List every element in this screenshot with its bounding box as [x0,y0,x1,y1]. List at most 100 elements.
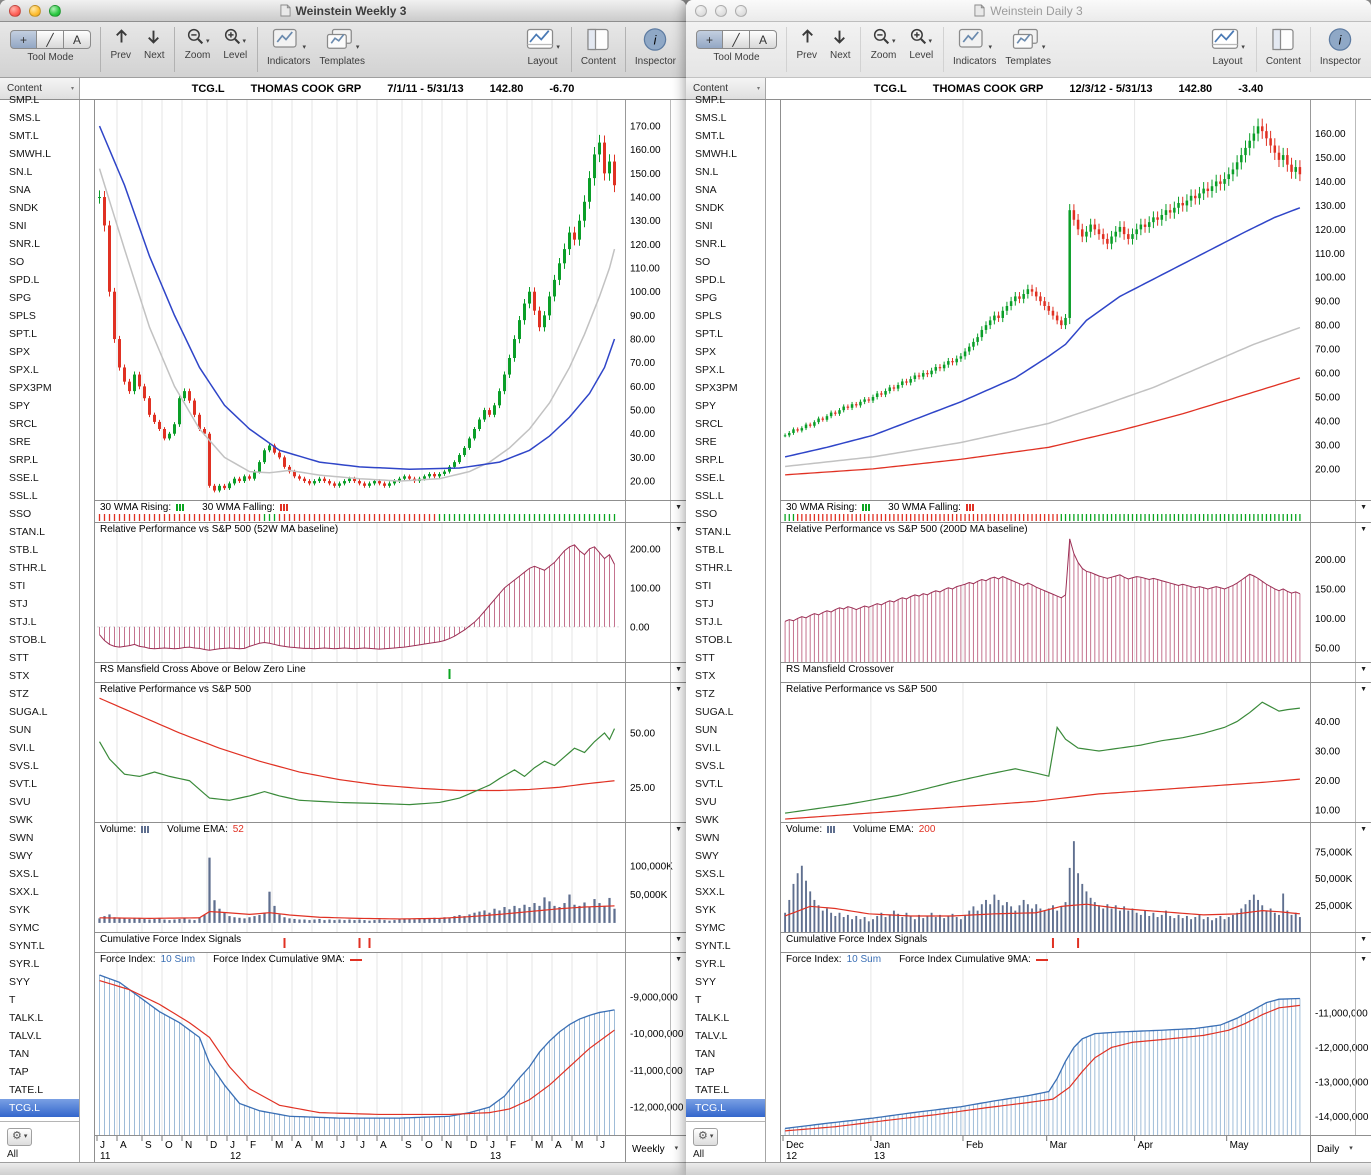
minimize-button[interactable] [715,5,727,17]
collapse-icon[interactable]: ▼ [675,956,682,963]
symbol-item[interactable]: STAN.L [9,526,45,538]
symbol-item[interactable]: SRCL [695,418,724,430]
symbol-item[interactable]: SMT.L [9,130,39,142]
zoom-in-button[interactable]: ▾ [907,26,935,47]
symbol-item[interactable]: STX [695,670,716,682]
symbol-item[interactable]: T [9,994,16,1006]
symbol-item[interactable]: STZ [9,688,29,700]
zoom-window-button[interactable] [49,5,61,17]
symbol-item[interactable]: SXS.L [9,868,39,880]
symbol-item[interactable]: STX [9,670,30,682]
symbol-item[interactable]: STZ [695,688,715,700]
symbol-item[interactable]: SPT.L [9,328,38,340]
rs-histogram-panel[interactable]: 200.00 150.00 100.00 50.00 Relative Perform… [781,523,1371,663]
symbol-item[interactable]: SMT.L [695,130,725,142]
symbol-item[interactable]: SWN [695,832,720,844]
symbol-item[interactable]: TCG.L [686,1099,765,1117]
symbol-item[interactable]: STOB.L [9,634,47,646]
symbol-item[interactable]: SSO [695,508,718,520]
volume-panel[interactable]: 75,000K 50,000K 25,000K Volume: Volume EMA:… [781,823,1371,933]
wma-signal-panel[interactable]: 30 WMA Rising: 30 WMA Falling: ▼ [95,501,686,523]
titlebar[interactable]: Weinstein Weekly 3 [0,0,686,22]
symbol-item[interactable]: SPD.L [695,274,726,286]
periodicity-selector[interactable]: Daily ▾ [1310,1136,1371,1162]
symbol-item[interactable]: STJ [695,598,714,610]
symbol-item[interactable]: TALK.L [695,1012,730,1024]
rs-histogram-panel[interactable]: 200.00 100.00 0.00 Relative Performance vs… [95,523,686,663]
symbol-item[interactable]: SRE [695,436,717,448]
pointer-tool-button[interactable]: + [696,30,723,49]
collapse-icon[interactable]: ▼ [675,666,682,673]
symbol-item[interactable]: SYK [9,904,31,916]
collapse-icon[interactable]: ▼ [675,526,682,533]
collapse-icon[interactable]: ▼ [1360,936,1367,943]
zoom-window-button[interactable] [735,5,747,17]
minimize-button[interactable] [29,5,41,17]
force-index-panel[interactable]: -11,000,000 -12,000,000 -13,000,000 -14,000… [781,953,1371,1136]
symbol-item[interactable]: SVI.L [9,742,35,754]
indicators-button[interactable]: ▾ [269,26,308,53]
symbol-item[interactable]: SWK [9,814,33,826]
titlebar[interactable]: Weinstein Daily 3 [686,0,1371,22]
symbol-item[interactable]: SPX3PM [695,382,738,394]
collapse-icon[interactable]: ▼ [1360,526,1367,533]
symbol-item[interactable]: SPT.L [695,328,724,340]
relative-performance-panel[interactable]: 50.00 25.00 Relative Performance vs S&P 5… [95,683,686,823]
symbol-item[interactable]: SPY [9,400,31,412]
zoom-out-button[interactable]: ▾ [184,26,212,47]
symbol-item[interactable]: SYY [9,976,31,988]
zoom-in-button[interactable]: ▾ [221,26,249,47]
symbol-item[interactable]: SVU [695,796,717,808]
force-index-panel[interactable]: -9,000,000 -10,000,000 -11,000,000 -12,000,… [95,953,686,1136]
symbol-item[interactable]: TATE.L [9,1084,44,1096]
symbol-item[interactable]: SNA [695,184,717,196]
symbol-item[interactable]: SSE.L [695,472,725,484]
symbol-item[interactable]: SYMC [695,922,726,934]
symbol-item[interactable]: SVS.L [695,760,725,772]
prev-button[interactable] [796,26,819,47]
symbol-item[interactable]: SYMC [9,922,40,934]
symbol-item[interactable]: SMWH.L [695,148,737,160]
symbol-item[interactable]: SUN [9,724,32,736]
symbol-item[interactable]: SYK [695,904,717,916]
symbol-item[interactable]: STHR.L [9,562,47,574]
symbol-item[interactable]: SSE.L [9,472,39,484]
layout-button[interactable]: ▾ [523,26,562,53]
close-button[interactable] [695,5,707,17]
symbol-item[interactable]: SMP.L [695,94,726,106]
mansfield-cross-panel[interactable]: RS Mansfield Cross Above or Below Zero L… [95,663,686,683]
symbol-item[interactable]: STAN.L [695,526,731,538]
symbol-item[interactable]: SO [9,256,25,268]
pointer-tool-button[interactable]: + [10,30,37,49]
symbol-item[interactable]: SN.L [695,166,719,178]
price-chart-panel[interactable]: 170.00 160.00 150.00 140.00 130.00 120.00 110.… [95,100,686,501]
symbol-item[interactable]: SPX [9,346,31,358]
symbol-item[interactable]: SYR.L [9,958,40,970]
collapse-icon[interactable]: ▼ [675,686,682,693]
templates-button[interactable]: ▾ [1009,26,1048,53]
content-panel-header[interactable]: Content ▾ [686,78,766,99]
symbol-item[interactable]: SPX.L [9,364,39,376]
periodicity-selector[interactable]: Weekly ▾ [625,1136,686,1162]
symbol-item[interactable]: SPX [695,346,717,358]
symbol-item[interactable]: SXS.L [695,868,725,880]
symbol-item[interactable]: STOB.L [695,634,733,646]
cumulative-force-signals-panel[interactable]: Cumulative Force Index Signals ▼ [781,933,1371,953]
symbol-item[interactable]: SNA [9,184,31,196]
symbol-item[interactable]: TAN [695,1048,716,1060]
symbol-item[interactable]: SUGA.L [695,706,734,718]
symbol-item[interactable]: TALV.L [695,1030,728,1042]
indicators-button[interactable]: ▾ [955,26,994,53]
symbol-item[interactable]: SVS.L [9,760,39,772]
symbol-item[interactable]: STB.L [9,544,39,556]
symbol-item[interactable]: TAP [9,1066,29,1078]
mansfield-cross-panel[interactable]: RS Mansfield Crossover ▼ [781,663,1371,683]
volume-panel[interactable]: 100,000K 50,000K Volume: Volume EMA: 52 ▼ [95,823,686,933]
symbol-item[interactable]: SWN [9,832,34,844]
symbol-item[interactable]: STJ.L [9,616,37,628]
collapse-icon[interactable]: ▼ [1360,504,1367,511]
symbol-item[interactable]: STJ [9,598,28,610]
symbol-item[interactable]: SYY [695,976,717,988]
symbol-item[interactable]: SWK [695,814,719,826]
symbol-item[interactable]: SVT.L [695,778,724,790]
